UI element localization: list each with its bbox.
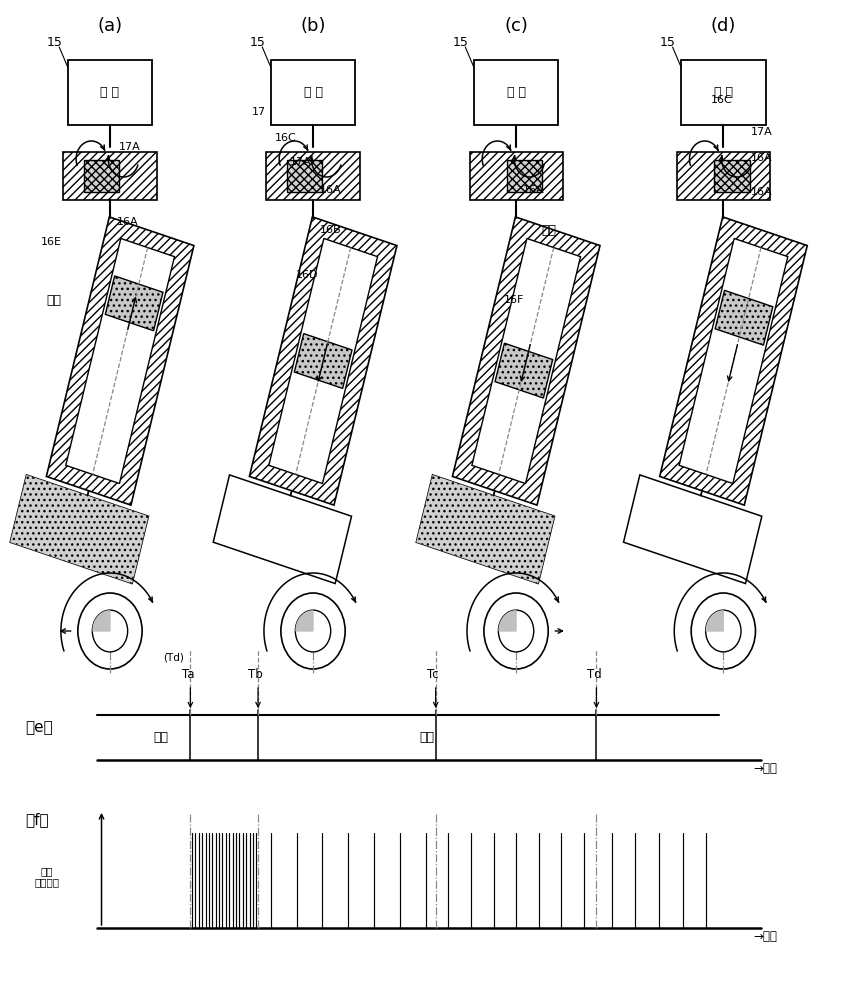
Polygon shape	[266, 152, 360, 200]
Text: (d): (d)	[711, 17, 736, 35]
Text: →时间: →时间	[754, 930, 777, 942]
Text: 15: 15	[250, 36, 266, 49]
Text: 马 达: 马 达	[304, 86, 322, 99]
Polygon shape	[250, 217, 397, 505]
Polygon shape	[105, 276, 163, 331]
Circle shape	[295, 610, 331, 652]
Polygon shape	[47, 217, 194, 505]
Polygon shape	[507, 160, 542, 192]
Text: 17A: 17A	[118, 142, 140, 152]
Polygon shape	[296, 611, 313, 631]
Text: 15: 15	[453, 36, 469, 49]
Polygon shape	[677, 152, 770, 200]
Polygon shape	[269, 238, 377, 484]
Circle shape	[484, 593, 548, 669]
Text: 16A: 16A	[750, 153, 772, 163]
Text: 17A: 17A	[750, 127, 772, 137]
Polygon shape	[66, 238, 174, 484]
Text: (c): (c)	[504, 17, 528, 35]
Text: 马 达: 马 达	[714, 86, 733, 99]
Polygon shape	[499, 611, 516, 631]
Polygon shape	[294, 334, 352, 388]
Circle shape	[498, 610, 534, 652]
Polygon shape	[679, 238, 788, 484]
Polygon shape	[681, 60, 766, 125]
Circle shape	[78, 593, 142, 669]
Text: 16E: 16E	[41, 237, 62, 247]
Polygon shape	[10, 475, 149, 584]
Text: →时间: →时间	[754, 762, 777, 774]
Text: (Td): (Td)	[163, 652, 184, 662]
Polygon shape	[470, 152, 563, 200]
Text: Tc: Tc	[427, 669, 439, 682]
Text: 喷出: 喷出	[420, 731, 435, 744]
Polygon shape	[660, 217, 807, 505]
Text: 16C: 16C	[275, 133, 297, 143]
Text: 吸入: 吸入	[153, 731, 168, 744]
Text: 16B: 16B	[320, 225, 342, 235]
Text: 吸入: 吸入	[47, 294, 62, 306]
Polygon shape	[495, 343, 552, 398]
Text: 16D: 16D	[296, 270, 319, 280]
Polygon shape	[474, 60, 558, 125]
Text: 马达
驱动脉冲: 马达 驱动脉冲	[34, 866, 59, 887]
Polygon shape	[68, 60, 152, 125]
Circle shape	[281, 593, 345, 669]
Polygon shape	[416, 475, 555, 584]
Polygon shape	[416, 475, 555, 584]
Text: 马 达: 马 达	[101, 86, 119, 99]
Text: 16A: 16A	[320, 185, 342, 195]
Text: 17: 17	[252, 107, 266, 117]
Polygon shape	[63, 152, 157, 200]
Polygon shape	[213, 475, 352, 584]
Polygon shape	[271, 60, 355, 125]
Text: 16C: 16C	[711, 95, 733, 105]
Polygon shape	[93, 611, 110, 631]
Text: Tb: Tb	[248, 669, 263, 682]
Text: （f）: （f）	[25, 812, 49, 828]
Circle shape	[92, 610, 128, 652]
Text: 15: 15	[47, 36, 63, 49]
Text: 16A: 16A	[523, 185, 545, 195]
Polygon shape	[10, 475, 149, 584]
Text: 16A: 16A	[117, 217, 139, 227]
Circle shape	[691, 593, 755, 669]
Text: （e）: （e）	[25, 720, 53, 735]
Polygon shape	[84, 160, 119, 192]
Text: Ta: Ta	[182, 669, 194, 682]
Text: 马 达: 马 达	[507, 86, 525, 99]
Text: 16A: 16A	[750, 187, 772, 197]
Text: 17A: 17A	[289, 157, 311, 167]
Polygon shape	[624, 475, 762, 584]
Polygon shape	[453, 217, 600, 505]
Polygon shape	[706, 611, 723, 631]
Polygon shape	[472, 238, 580, 484]
Polygon shape	[287, 160, 322, 192]
Text: (a): (a)	[97, 17, 123, 35]
Text: 喷出: 喷出	[541, 224, 557, 236]
Polygon shape	[714, 160, 750, 192]
Text: 15: 15	[660, 36, 676, 49]
Polygon shape	[715, 290, 772, 345]
Text: Td: Td	[586, 669, 602, 682]
Text: 16F: 16F	[503, 295, 524, 305]
Circle shape	[706, 610, 741, 652]
Text: (b): (b)	[300, 17, 326, 35]
